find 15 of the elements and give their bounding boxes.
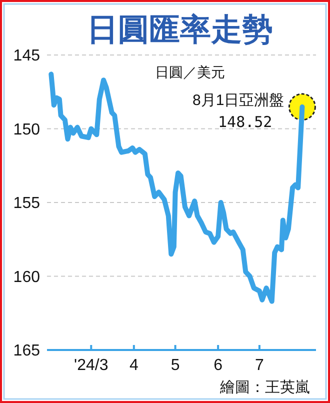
x-tick-label: 5 xyxy=(170,357,180,374)
y-tick-label: 150 xyxy=(13,121,40,138)
y-tick-label: 160 xyxy=(13,268,40,286)
x-tick-label: 6 xyxy=(214,357,223,374)
y-axis-title: 日圓／美元 xyxy=(155,64,225,80)
y-tick-label: 145 xyxy=(13,48,40,64)
y-tick-label: 155 xyxy=(13,195,40,212)
text: 繪圖：王英嵐 xyxy=(219,379,310,396)
annotation: 8月1日亞洲盤 xyxy=(192,92,284,109)
x-tick-label: 7 xyxy=(254,357,264,374)
x-tick-label: 4 xyxy=(129,357,138,374)
y-tick-label: 165 xyxy=(13,342,40,360)
annotation: 148.52 xyxy=(218,112,272,131)
chart-title: 日圓匯率走勢 xyxy=(87,12,273,47)
x-tick-label: '24/3 xyxy=(74,357,108,374)
